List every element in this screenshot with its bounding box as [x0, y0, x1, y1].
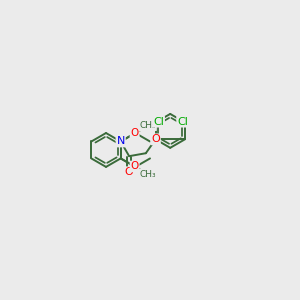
Text: O: O — [125, 167, 134, 177]
Text: Cl: Cl — [153, 117, 164, 127]
Text: CH₃: CH₃ — [140, 169, 156, 178]
Text: CH₃: CH₃ — [140, 121, 156, 130]
Text: N: N — [116, 136, 125, 146]
Text: Cl: Cl — [177, 117, 188, 127]
Text: O: O — [151, 134, 160, 144]
Text: O: O — [130, 128, 139, 138]
Text: O: O — [130, 161, 139, 172]
